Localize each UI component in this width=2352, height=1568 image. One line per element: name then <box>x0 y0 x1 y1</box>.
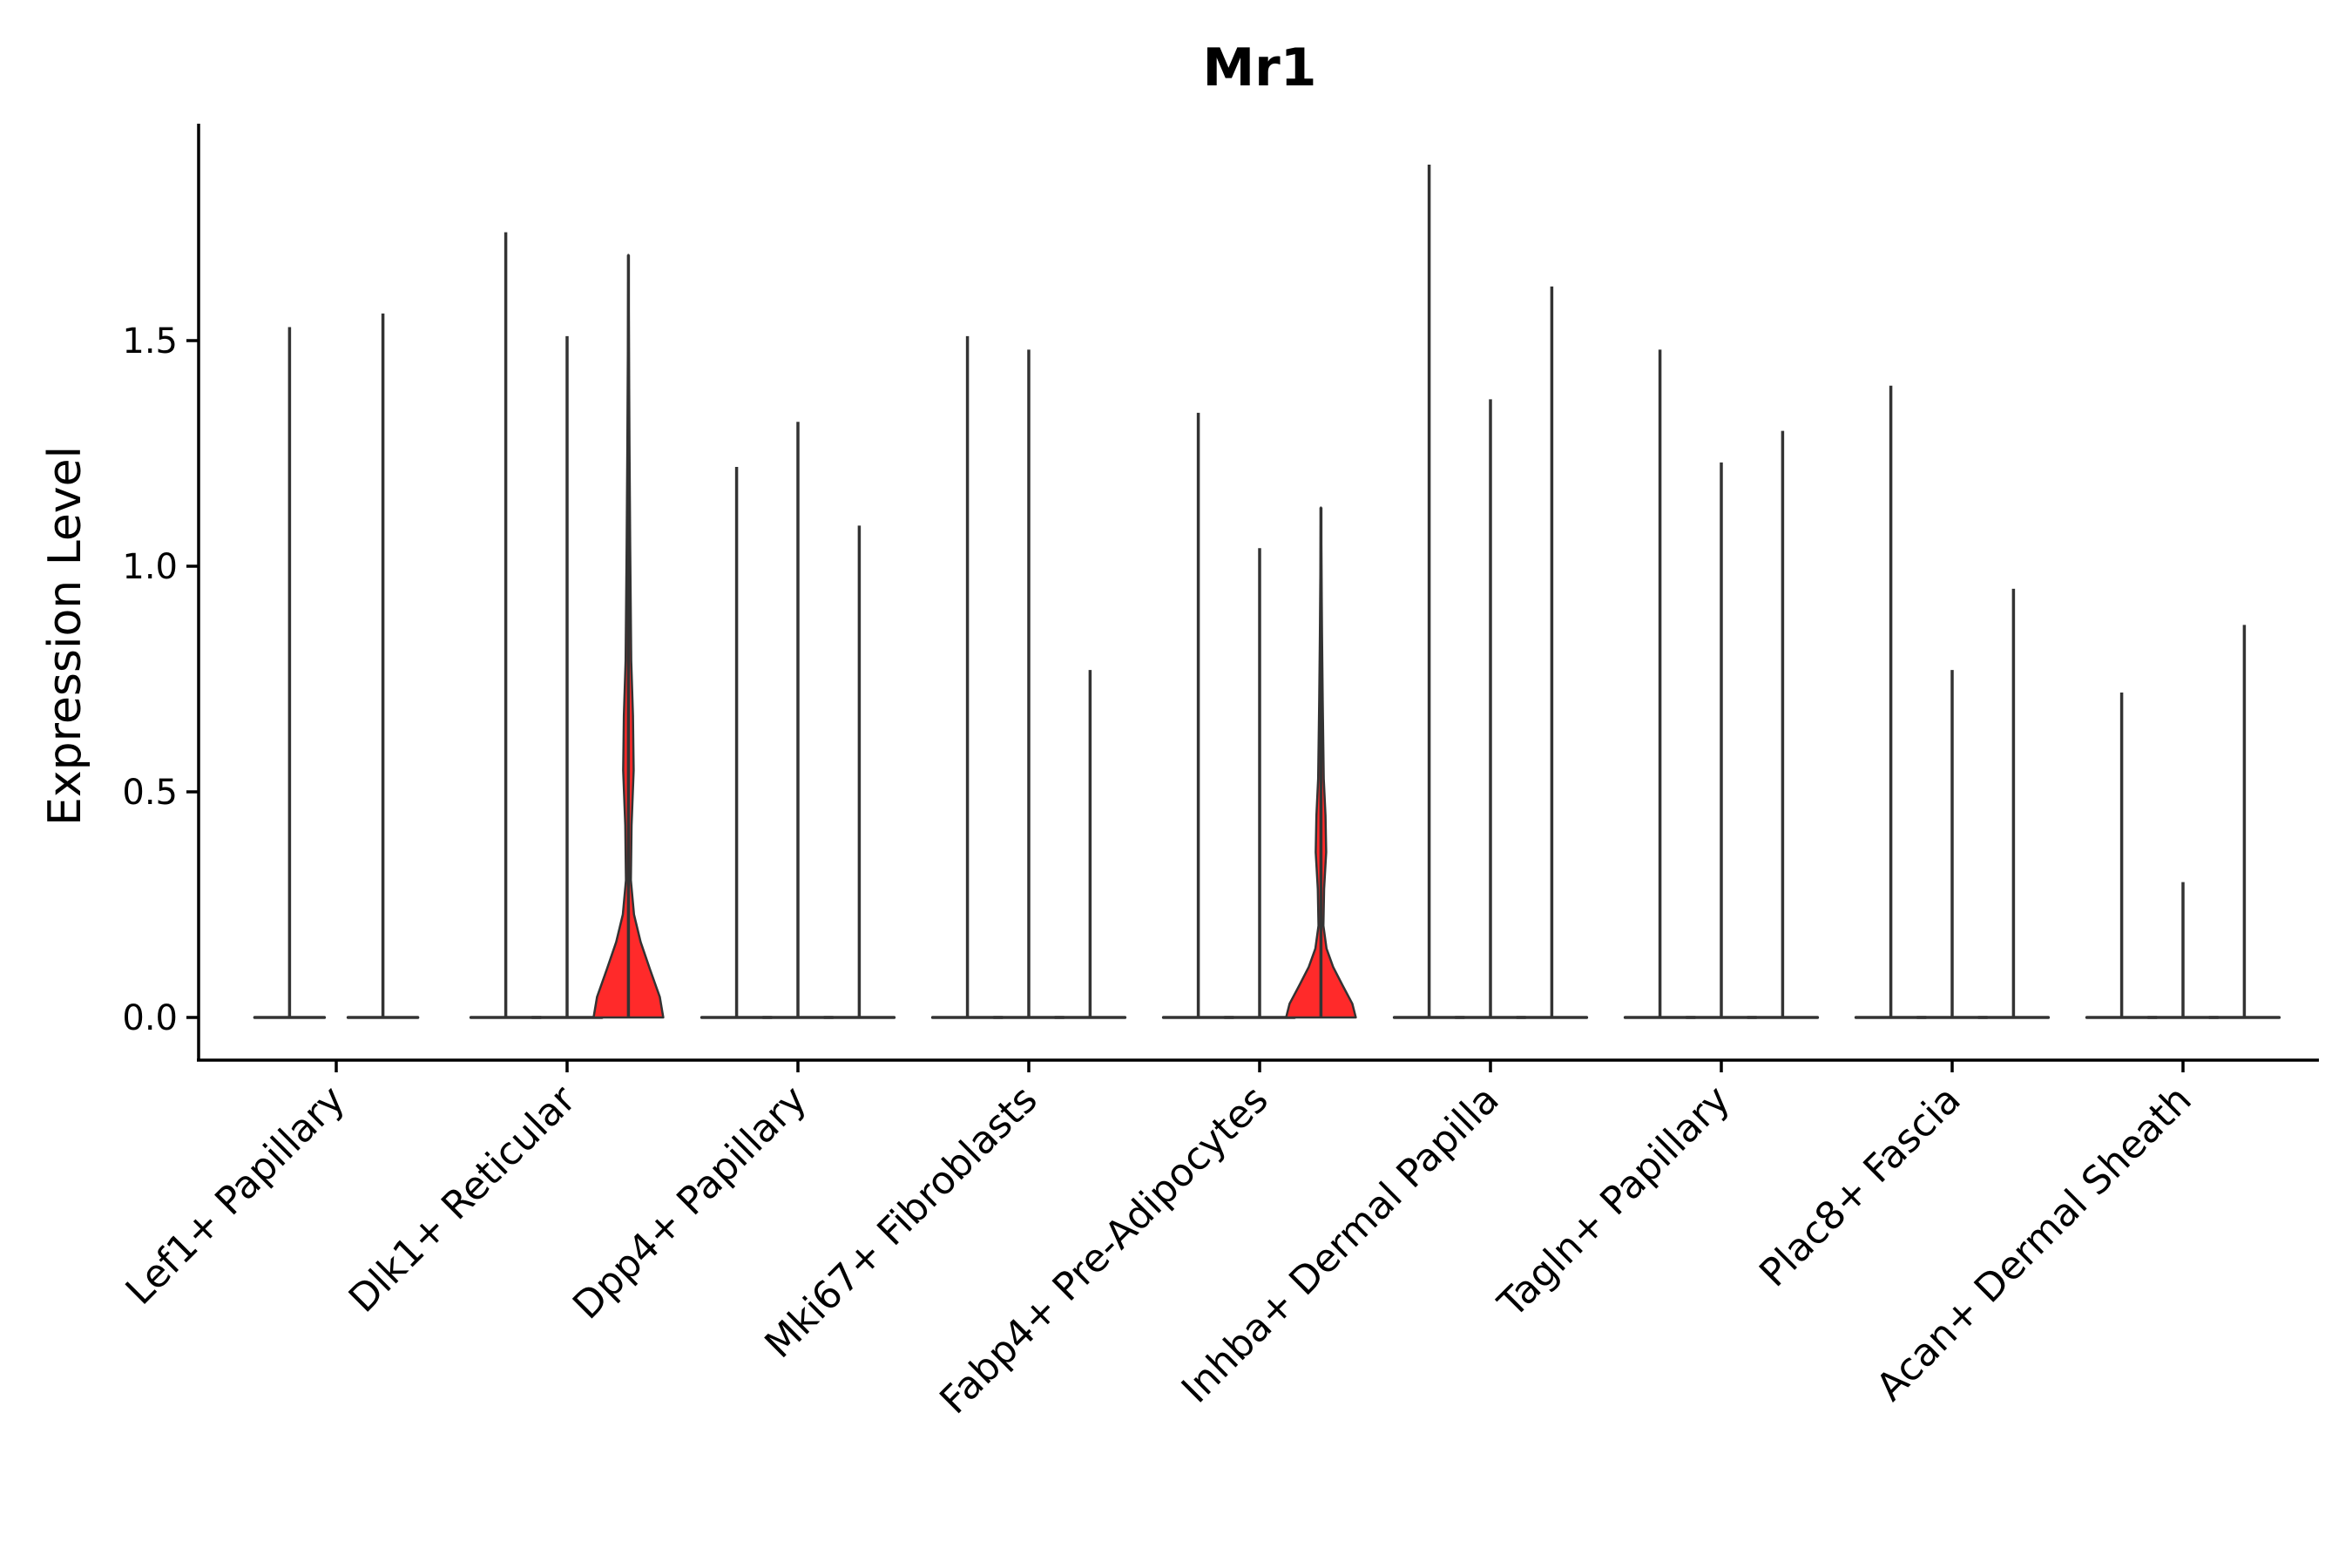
chart-title: Mr1 <box>1202 37 1316 98</box>
x-tick-label: Plac8+ Fascia <box>1751 1078 1970 1296</box>
y-tick-label: 1.0 <box>122 547 178 587</box>
axes-layer <box>197 124 2319 1062</box>
x-tick-label: Tagln+ Papillary <box>1490 1078 1739 1327</box>
x-tick-label: Lef1+ Papillary <box>118 1078 354 1314</box>
y-axis-label: Expression Level <box>39 446 91 826</box>
y-tick-label: 0.0 <box>122 998 178 1038</box>
y-tick-label: 1.5 <box>122 321 178 362</box>
y-tick-label: 0.5 <box>122 773 178 813</box>
x-tick-label: Dlk1+ Reticular <box>341 1077 585 1321</box>
violin-layer <box>253 164 2281 1019</box>
x-tick-label: Dpp4+ Papillary <box>564 1078 815 1328</box>
y-ticks: 0.0 0.5 1.0 1.5 <box>122 321 199 1038</box>
